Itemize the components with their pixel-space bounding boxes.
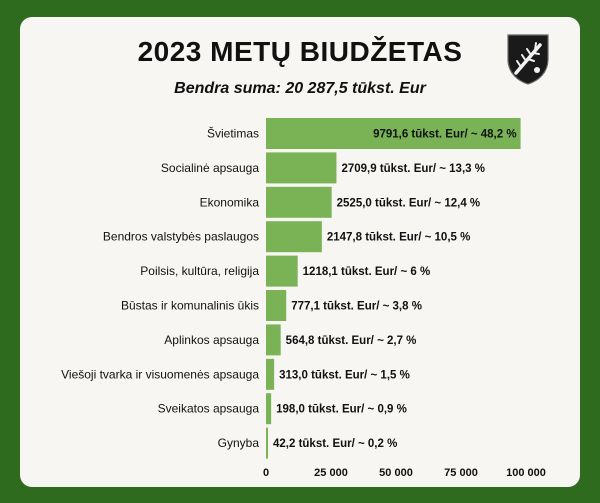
bar	[266, 324, 281, 356]
value-label: 42,2 tūkst. Eur/ ~ 0,2 %	[273, 438, 397, 450]
category-label: Viešoji tvarka ir visuomenės apsauga	[61, 367, 259, 381]
value-label: 564,8 tūkst. Eur/ ~ 2,7 %	[286, 335, 417, 347]
bar	[266, 152, 337, 184]
value-label: 313,0 tūkst. Eur/ ~ 1,5 %	[279, 369, 410, 381]
total-subtitle: Bendra suma: 20 287,5 tūkst. Eur	[174, 80, 426, 97]
value-label: 2525,0 tūkst. Eur/ ~ 12,4 %	[337, 197, 481, 209]
bar	[266, 290, 287, 321]
bar	[266, 186, 332, 218]
category-label: Gynyba	[218, 436, 260, 450]
bar	[266, 255, 298, 287]
coat-of-arms-logo	[507, 34, 549, 85]
x-tick-label: 100 000	[506, 467, 546, 479]
bar	[266, 221, 322, 253]
value-label: 777,1 tūkst. Eur/ ~ 3,8 %	[291, 301, 422, 313]
page-title: 2023 METŲ BIUDŽETAS	[137, 36, 463, 67]
category-label: Poilsis, kultūra, religija	[140, 264, 259, 278]
category-label: Būstas ir komunalinis ūkis	[121, 299, 259, 313]
category-label: Socialinė apsauga	[161, 161, 259, 175]
value-label: 198,0 tūkst. Eur/ ~ 0,9 %	[276, 404, 407, 416]
x-tick-label: 50 000	[379, 467, 413, 479]
value-label: 1218,1 tūkst. Eur/ ~ 6 %	[303, 266, 431, 278]
value-label: 2709,9 tūkst. Eur/ ~ 13,3 %	[341, 163, 485, 175]
bar	[266, 427, 268, 459]
bar	[266, 358, 275, 390]
value-label: 2147,8 tūkst. Eur/ ~ 10,5 %	[327, 232, 471, 244]
category-label: Sveikatos apsauga	[158, 402, 260, 416]
bar	[266, 118, 521, 149]
value-label: 9791,6 tūkst. Eur/ ~ 48,2 %	[373, 129, 517, 141]
category-label: Ekonomika	[200, 195, 260, 209]
x-tick-label: 0	[263, 467, 269, 479]
x-tick-label: 75 000	[444, 467, 478, 479]
x-tick-label: 25 000	[314, 467, 348, 479]
bar	[266, 393, 272, 425]
category-label: Aplinkos apsauga	[164, 333, 259, 347]
category-label: Bendros valstybės paslaugos	[103, 230, 259, 244]
category-label: Švietimas	[207, 126, 259, 141]
